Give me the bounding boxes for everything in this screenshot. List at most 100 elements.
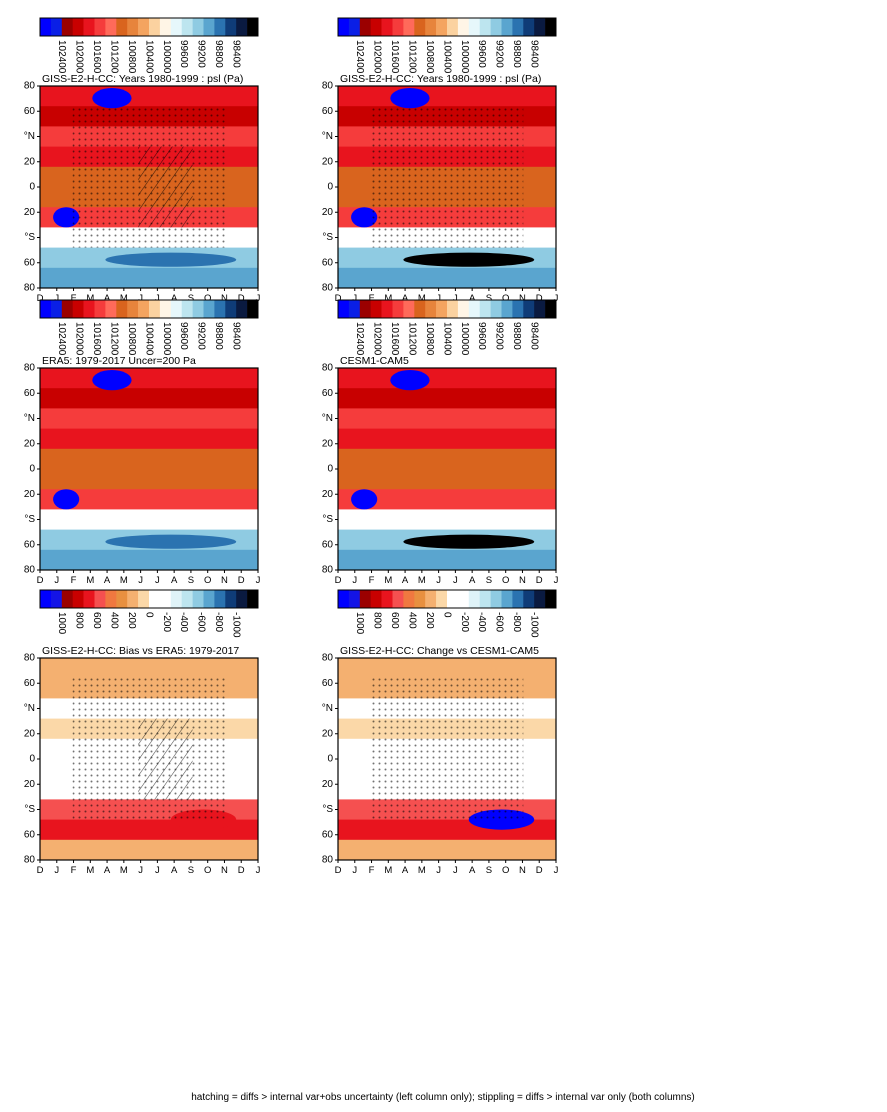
colorbar-swatch (50, 300, 63, 318)
colorbar-swatch (170, 18, 182, 36)
x-tick-label: S (188, 293, 194, 304)
x-tick-label: J (256, 575, 261, 586)
colorbar-frame (337, 17, 557, 37)
y-tick-label: 60 (24, 388, 36, 399)
heatmap-band (40, 388, 258, 409)
heatmap-band (338, 368, 556, 389)
heatmap-band (338, 549, 556, 571)
y-tick-label: 20 (322, 156, 334, 167)
colorbar-swatch (512, 18, 524, 36)
x-tick-label: F (71, 865, 77, 876)
heatmap-cell-low (105, 252, 237, 267)
heatmap-band (40, 408, 258, 430)
colorbar-label: 100000 (161, 40, 172, 74)
colorbar-swatch (381, 590, 393, 608)
y-tick-label: 0 (327, 182, 333, 193)
heatmap-cell-high (351, 489, 378, 510)
heatmap-band (338, 469, 556, 490)
colorbar-swatch (181, 300, 193, 318)
colorbar-swatch (490, 300, 502, 318)
colorbar-swatch (138, 300, 150, 318)
colorbar-swatch (457, 590, 470, 608)
colorbar-label: -400 (178, 612, 189, 632)
colorbar-swatch (501, 18, 513, 36)
x-tick-label: F (369, 575, 375, 586)
x-tick-label: F (369, 293, 375, 304)
colorbar-swatch (203, 18, 215, 36)
colorbar-label: 101600 (91, 322, 102, 356)
colorbar-swatch (138, 590, 150, 608)
colorbar-swatch (359, 590, 371, 608)
colorbar-swatch (338, 590, 350, 608)
colorbar-label: 600 (389, 612, 400, 629)
colorbar-label: 102400 (56, 40, 67, 74)
colorbar-label: 100400 (143, 40, 154, 74)
colorbar-swatch (181, 590, 193, 608)
colorbar-swatch (348, 18, 361, 36)
colorbar-label: 99200 (494, 40, 505, 68)
y-tick-label: °S (322, 232, 333, 243)
colorbar-swatch (214, 18, 226, 36)
x-tick-label: S (486, 865, 492, 876)
colorbar-label: 100000 (161, 322, 172, 356)
x-tick-label: N (221, 865, 228, 876)
colorbar-swatch (392, 18, 404, 36)
colorbar-swatch (348, 300, 361, 318)
colorbar-swatch (50, 18, 63, 36)
x-tick-label: D (536, 293, 543, 304)
heatmap-cell-high (390, 370, 430, 391)
colorbar-label: -200 (459, 612, 470, 632)
heatmap-cell-low (403, 252, 535, 267)
colorbar-swatch (149, 18, 161, 36)
x-tick-label: O (502, 575, 509, 586)
colorbar-label: -600 (494, 612, 505, 632)
colorbar-label: 1000 (354, 612, 365, 635)
colorbar-label: 99200 (196, 322, 207, 350)
chart-panel-3: 102400 102000 101600 101200 100800 100400 1000… (24, 299, 261, 586)
x-tick-label: S (188, 575, 194, 586)
x-tick-label: D (335, 865, 342, 876)
colorbar-label: -1000 (529, 612, 540, 638)
y-tick-label: 80 (24, 81, 36, 92)
y-tick-label: °S (322, 514, 333, 525)
x-tick-label: J (554, 575, 559, 586)
colorbar-swatch (127, 300, 139, 318)
colorbar-label: 102400 (354, 40, 365, 74)
heatmap-band (40, 267, 258, 289)
colorbar-swatch (83, 300, 95, 318)
heatmap-band (40, 448, 258, 470)
colorbar-swatch (181, 18, 193, 36)
colorbar-label: 800 (372, 612, 383, 629)
x-tick-label: A (402, 865, 409, 876)
y-tick-label: 60 (24, 539, 36, 550)
x-tick-label: D (536, 865, 543, 876)
heatmap-area (40, 86, 258, 289)
x-tick-label: A (104, 575, 111, 586)
colorbar-swatch (105, 590, 117, 608)
colorbar-swatch (425, 300, 437, 318)
colorbar-swatch (425, 590, 437, 608)
colorbar-frame (39, 17, 259, 37)
heatmap-band (338, 658, 556, 679)
x-tick-label: A (171, 865, 178, 876)
colorbar-label: 0 (143, 612, 154, 618)
colorbar-label: 99200 (196, 40, 207, 68)
chart-panel-1: 102400 102000 101600 101200 100800 100400 1000… (24, 17, 261, 304)
colorbar-label: 98800 (213, 40, 224, 68)
y-tick-label: 80 (24, 363, 36, 374)
x-tick-label: J (138, 293, 143, 304)
y-tick-label: 20 (322, 489, 334, 500)
x-tick-label: J (453, 293, 458, 304)
heatmap-band (40, 658, 258, 679)
colorbar-swatch (192, 300, 204, 318)
x-tick-label: M (418, 293, 426, 304)
heatmap-band (40, 839, 258, 861)
heatmap-cell-low (105, 534, 237, 549)
x-tick-label: F (369, 865, 375, 876)
chart-panel-2: 102400 102000 101600 101200 100800 100400 1000… (322, 17, 559, 304)
heatmap-band (338, 428, 556, 450)
colorbar-label: 99200 (494, 322, 505, 350)
x-tick-label: D (536, 575, 543, 586)
colorbar-swatch (447, 18, 459, 36)
